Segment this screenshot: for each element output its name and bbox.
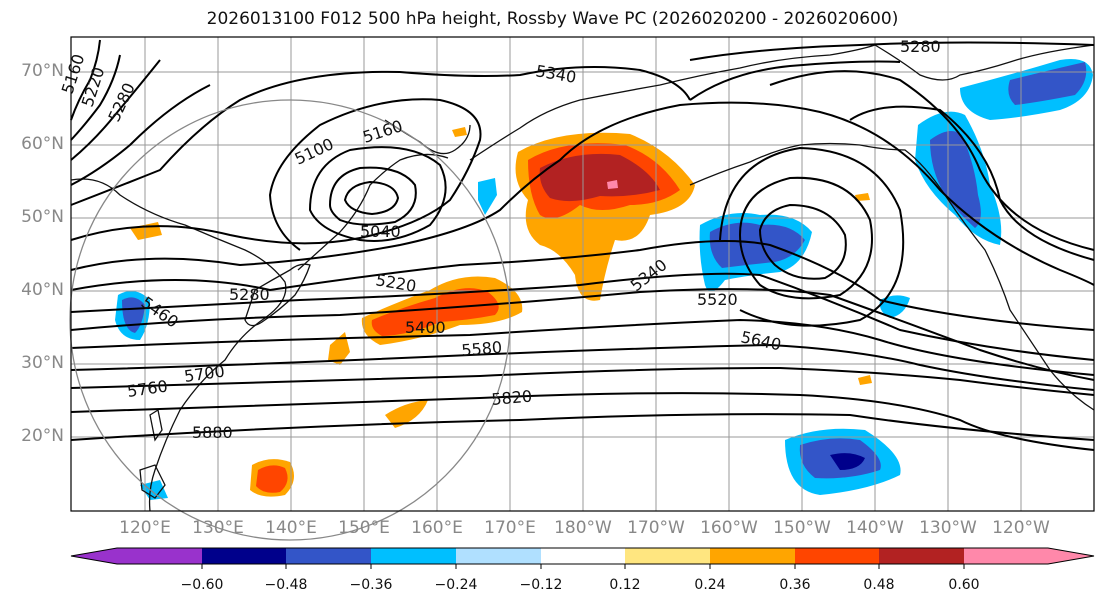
anomaly-shading bbox=[115, 59, 1093, 500]
colorbar-tick-label: 0.24 bbox=[694, 577, 726, 593]
colorbar-tick-label: −0.12 bbox=[519, 577, 563, 593]
colorbar-tick-label: 0.36 bbox=[779, 577, 811, 593]
map-frame bbox=[70, 36, 1095, 512]
contour-label: 5280 bbox=[900, 37, 941, 56]
lon-label: 120°W bbox=[992, 518, 1050, 538]
colorbar-tick-label: −0.48 bbox=[264, 577, 308, 593]
contour-labels: 5160 5220 5280 5340 5160 5100 5040 5220 … bbox=[58, 37, 941, 442]
height-contours bbox=[70, 39, 1095, 451]
contour-label: 5040 bbox=[360, 222, 401, 241]
lat-label: 30°N bbox=[21, 353, 64, 373]
contour-label: 5400 bbox=[405, 318, 446, 337]
lon-label: 160°W bbox=[700, 518, 758, 538]
lon-label: 170°E bbox=[484, 518, 536, 538]
lon-label: 120°E bbox=[119, 518, 171, 538]
lon-label: 130°E bbox=[192, 518, 244, 538]
contour-label: 5880 bbox=[192, 423, 233, 442]
lat-label: 70°N bbox=[21, 61, 64, 81]
lon-label: 130°W bbox=[919, 518, 977, 538]
contour-label: 5280 bbox=[229, 285, 270, 304]
colorbar-tick-label: 0.48 bbox=[863, 577, 895, 593]
contour-label: 5520 bbox=[697, 290, 738, 309]
range-circle bbox=[69, 99, 511, 541]
lon-label: 170°W bbox=[627, 518, 685, 538]
lat-label: 40°N bbox=[21, 280, 64, 300]
lon-label: 150°W bbox=[773, 518, 831, 538]
colorbar-tick-label: −0.24 bbox=[434, 577, 478, 593]
colorbar-tick-label: −0.36 bbox=[349, 577, 393, 593]
lon-label: 140°W bbox=[846, 518, 904, 538]
colorbar-tick-label: 0.12 bbox=[609, 577, 641, 593]
colorbar-tick-label: −0.60 bbox=[180, 577, 224, 593]
lat-label: 60°N bbox=[21, 134, 64, 154]
map-title: 2026013100 F012 500 hPa height, Rossby W… bbox=[206, 9, 899, 29]
lon-label: 140°E bbox=[265, 518, 317, 538]
lat-label: 50°N bbox=[21, 207, 64, 227]
lat-label: 20°N bbox=[21, 426, 64, 446]
contour-label: 5580 bbox=[461, 338, 503, 360]
colorbar-tick-label: 0.60 bbox=[948, 577, 980, 593]
contour-label: 5820 bbox=[491, 387, 533, 409]
lon-label: 160°E bbox=[411, 518, 463, 538]
colorbar bbox=[70, 547, 1095, 569]
lon-label: 150°E bbox=[338, 518, 390, 538]
lon-label: 180°W bbox=[554, 518, 612, 538]
